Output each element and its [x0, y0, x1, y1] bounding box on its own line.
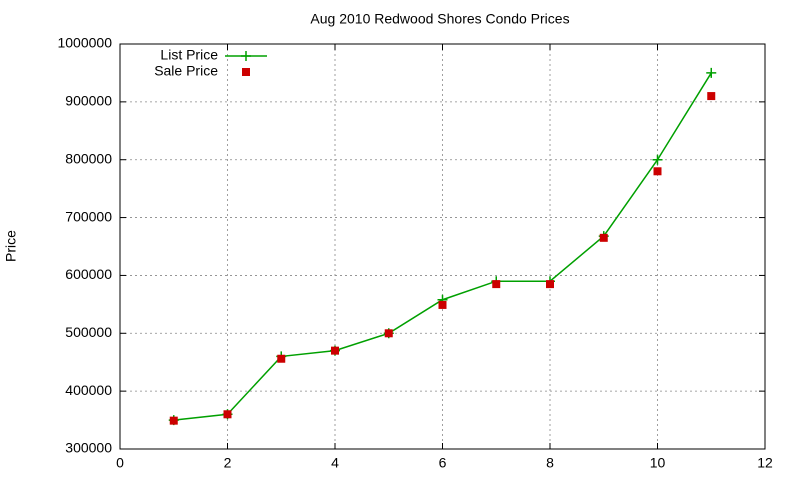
- point-marker: [652, 154, 663, 165]
- point-marker: [546, 280, 554, 289]
- y-tick-label: 400000: [65, 382, 112, 398]
- point-marker: [223, 410, 232, 419]
- y-tick-label: 800000: [65, 150, 112, 166]
- point-marker: [706, 67, 717, 78]
- y-axis-label: Price: [3, 230, 19, 262]
- x-tick-label: 12: [757, 455, 773, 471]
- legend-marker: [241, 51, 251, 61]
- x-tick-label: 8: [546, 455, 554, 471]
- y-tick-label: 700000: [65, 208, 112, 224]
- point-marker: [438, 300, 447, 309]
- y-tick-label: 500000: [65, 324, 112, 340]
- chart-title: Aug 2010 Redwood Shores Condo Prices: [310, 11, 569, 27]
- x-tick-label: 4: [331, 455, 339, 471]
- point-marker: [169, 416, 178, 425]
- x-tick-label: 0: [116, 455, 124, 471]
- y-tick-label: 300000: [65, 440, 112, 456]
- legend-label: Sale Price: [154, 63, 218, 79]
- x-tick-label: 2: [224, 455, 232, 471]
- point-marker: [492, 280, 501, 289]
- point-marker: [331, 346, 339, 355]
- plot-frame: [119, 43, 766, 450]
- y-tick-label: 1000000: [57, 35, 112, 51]
- point-marker: [384, 329, 393, 338]
- x-tick-label: 6: [439, 455, 447, 471]
- x-tick-label: 10: [650, 455, 666, 471]
- y-tick-label: 900000: [65, 93, 112, 109]
- legend-label: List Price: [160, 47, 218, 63]
- point-marker: [277, 354, 286, 363]
- point-marker: [707, 92, 716, 101]
- point-marker: [599, 233, 608, 242]
- y-tick-label: 600000: [65, 266, 112, 282]
- point-marker: [653, 167, 662, 176]
- legend-marker: [242, 68, 250, 76]
